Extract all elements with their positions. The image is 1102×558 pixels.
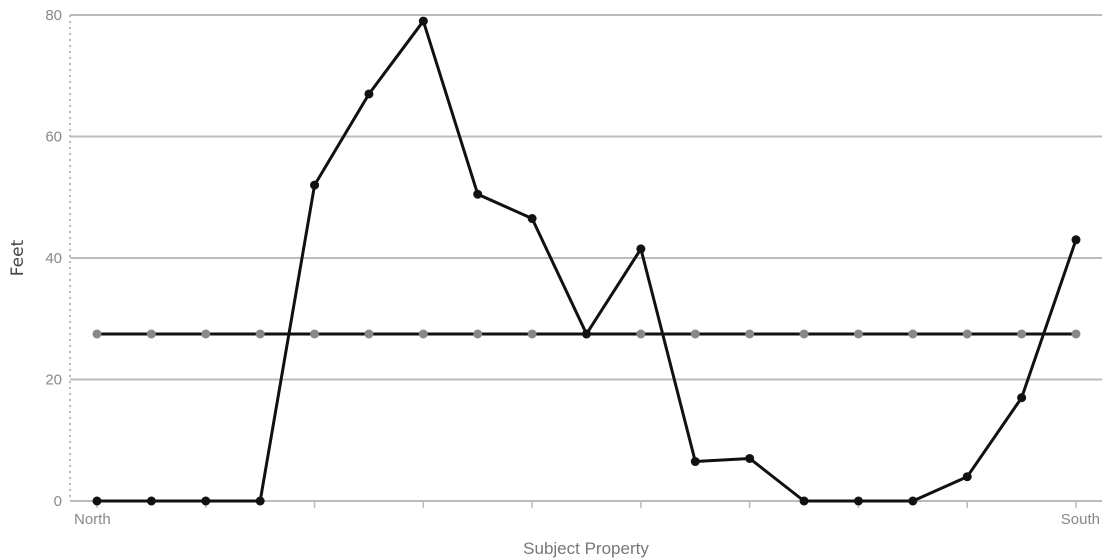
- data-point: [799, 329, 809, 339]
- data-point: [310, 329, 320, 339]
- data-point: [908, 496, 918, 506]
- y-tick-label: 60: [45, 129, 62, 146]
- y-tick-label: 0: [54, 493, 62, 510]
- data-point: [92, 496, 102, 506]
- series-line: [97, 19, 1078, 503]
- data-point: [527, 329, 537, 339]
- y-axis-title: Feet: [8, 239, 28, 276]
- data-point: [908, 329, 918, 339]
- data-point: [799, 496, 809, 506]
- data-point: [690, 457, 700, 467]
- data-point: [201, 329, 211, 339]
- data-point: [473, 189, 483, 199]
- data-point: [690, 329, 700, 339]
- data-point: [310, 180, 320, 190]
- data-point: [853, 329, 863, 339]
- data-point: [1071, 329, 1081, 339]
- data-point: [418, 329, 428, 339]
- data-point: [745, 453, 755, 463]
- data-point: [146, 496, 156, 506]
- x-axis-title: Subject Property: [523, 539, 649, 558]
- data-point: [255, 329, 265, 339]
- y-tick-label: 80: [45, 7, 62, 24]
- grid-lines: [70, 14, 1102, 381]
- data-point: [745, 329, 755, 339]
- x-tick-label-north: North: [74, 511, 111, 528]
- data-point: [962, 329, 972, 339]
- data-point: [962, 472, 972, 482]
- y-tick-label: 40: [45, 250, 62, 267]
- data-point: [1017, 329, 1027, 339]
- data-point: [473, 329, 483, 339]
- data-point: [201, 496, 211, 506]
- data-point: [1017, 393, 1027, 403]
- data-point: [364, 89, 374, 99]
- data-point: [255, 496, 265, 506]
- data-point: [636, 244, 646, 254]
- data-point: [364, 329, 374, 339]
- data-point: [582, 329, 591, 339]
- data-point: [146, 329, 156, 339]
- data-point: [853, 496, 863, 506]
- data-point: [527, 214, 537, 224]
- series-1: [92, 16, 1081, 506]
- x-tick-label-south: South: [1061, 511, 1100, 528]
- data-point: [92, 329, 102, 339]
- data-point: [1071, 235, 1081, 245]
- series-group: [92, 16, 1081, 506]
- y-tick-label: 20: [45, 372, 62, 389]
- data-point: [418, 16, 428, 26]
- y-tick-labels: 0 20 40 60 80: [45, 7, 62, 510]
- data-point: [636, 329, 646, 339]
